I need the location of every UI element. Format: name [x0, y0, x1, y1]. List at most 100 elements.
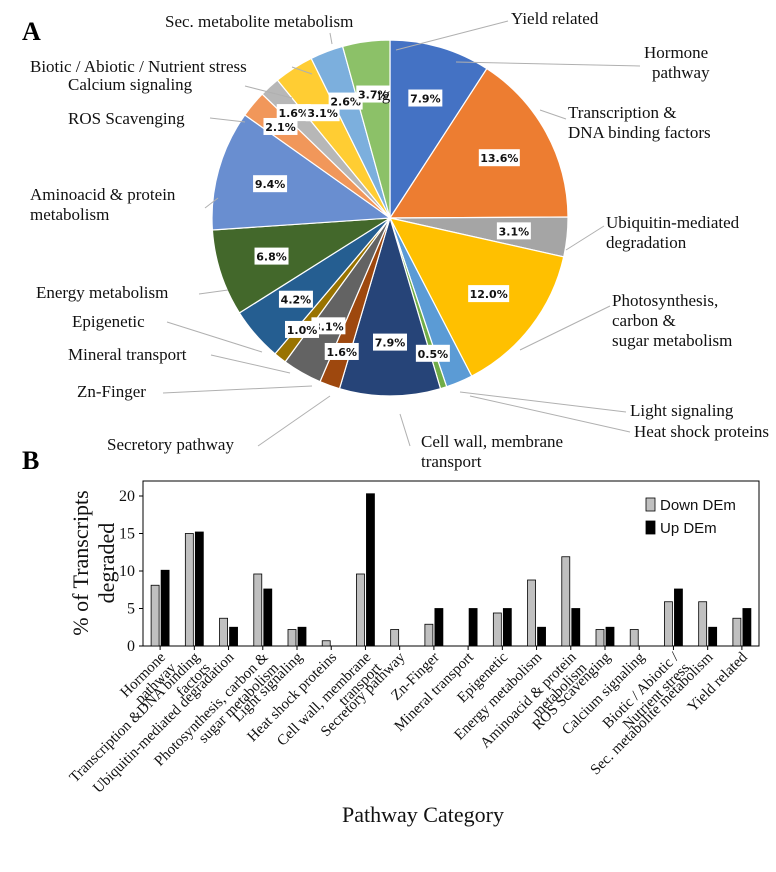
bar-up-dem-11: [537, 626, 546, 647]
outer-label-15: Heat shock proteins: [634, 422, 769, 441]
leader-line: [291, 66, 313, 75]
pie-slice-yield-related: [341, 39, 391, 219]
bar-down-dem-10: [492, 612, 502, 647]
pct-label-yield-related: 3.7%: [358, 89, 389, 102]
pct-label-box: [373, 333, 407, 351]
bar-up-dem-6: [366, 493, 375, 647]
outer-label-5: Transcription & DNA binding factors: [568, 103, 711, 142]
bar-down-dem-0: [150, 584, 160, 647]
leader-line: [329, 32, 333, 45]
pct-label-cell-wall-membrane-transport: 7.9%: [375, 337, 406, 350]
bar-down-dem-8: [424, 623, 434, 647]
pct-label-box: [356, 85, 391, 103]
leader-line: [166, 321, 263, 353]
leader-line: [395, 20, 509, 51]
y-axis-label: % of Transcriptsdegraded: [68, 490, 119, 635]
bar-up-dem-3: [263, 588, 273, 647]
pct-label-transcription-dna-binding-factors: 13.6%: [480, 152, 518, 165]
pct-label-ros-scavenging: 2.1%: [265, 121, 296, 134]
bar-up-dem-0: [160, 569, 170, 647]
pct-label-box: [284, 320, 319, 338]
legend-swatch-down-dem: [645, 497, 656, 512]
pct-label-secretory-pathway: 1.6%: [326, 346, 357, 359]
outer-label-2: Hormone pathway: [644, 43, 710, 82]
y-tick-label-10: 10: [119, 563, 135, 580]
outer-label-6: ROS Scavenging: [68, 109, 185, 128]
pct-label-box: [324, 342, 359, 360]
leader-line: [539, 109, 567, 120]
leader-line: [204, 197, 219, 209]
bar-down-dem-17: [732, 617, 742, 647]
pct-label-heat-shock-proteins: 0.5%: [418, 348, 449, 361]
pct-label-photosynthesis-carbon-sugar-metabolism: 12.0%: [470, 288, 508, 301]
outer-label-7: Ubiquitin-mediated degradation: [606, 213, 740, 252]
outer-label-0: Sec. metabolite metabolism: [165, 12, 353, 31]
pct-label-box: [328, 92, 363, 110]
pct-label-biotic-abiotic-nutrient-stress: 3.1%: [307, 107, 338, 120]
bar-up-dem-16: [708, 626, 718, 647]
pie-slice-aminoacid-protein-metabolism: [211, 114, 392, 231]
y-tick-label-20: 20: [119, 488, 135, 505]
pie-slice-cell-wall-membrane-transport: [338, 215, 442, 397]
pct-label-ubiquitin-mediated-degradation: 3.1%: [499, 225, 530, 238]
pct-label-mineral-transport: 1.0%: [287, 324, 318, 337]
leader-line: [244, 85, 293, 99]
outer-label-1: Yield related: [511, 9, 599, 28]
outer-label-12: Mineral transport: [68, 345, 187, 364]
pct-label-box: [254, 247, 289, 265]
panel-letter-b: B: [22, 446, 39, 475]
leader-line: [455, 61, 641, 67]
outer-label-11: Epigenetic: [72, 312, 145, 331]
leader-line: [399, 413, 411, 447]
outer-label-4: Calcium signaling: [68, 75, 193, 94]
bar-down-dem-6: [356, 573, 365, 647]
pct-label-hormone-pathway: 7.9%: [410, 93, 441, 106]
pie-slice-transcription-dna-binding-factors: [388, 67, 569, 219]
bar-up-dem-8: [434, 608, 444, 647]
leader-line: [210, 354, 291, 374]
bar-down-dem-14: [629, 629, 639, 647]
bar-up-dem-9: [468, 608, 478, 647]
bar-down-dem-3: [253, 573, 263, 647]
pct-label-box: [496, 222, 531, 240]
outer-label-16: Secretory pathway: [107, 435, 234, 454]
pct-label-box: [263, 117, 298, 135]
legend-label-down-dem: Down DEm: [660, 497, 736, 514]
pct-label-box: [415, 344, 450, 362]
leader-line: [519, 305, 611, 351]
leader-line: [162, 385, 313, 394]
leader-line: [469, 395, 631, 433]
bar-down-dem-4: [287, 629, 297, 647]
outer-label-17: Cell wall, membrane transport: [421, 432, 563, 471]
outer-label-9: Photosynthesis, carbon & sugar metabolism: [612, 291, 732, 350]
pct-label-box: [253, 175, 288, 193]
leader-line: [257, 395, 331, 447]
leader-line: [459, 391, 627, 413]
bar-down-dem-2: [219, 617, 228, 647]
legend-label-up-dem: Up DEm: [660, 520, 717, 537]
pct-label-box: [276, 104, 311, 122]
pie-outer-labels: Sec. metabolite metabolism Yield related H…: [30, 9, 769, 471]
bar-down-dem-13: [595, 629, 605, 647]
bar-up-dem-17: [742, 608, 752, 647]
bar-up-dem-2: [229, 626, 238, 647]
pct-label-calcium-signaling: 1.6%: [278, 107, 309, 120]
outer-label-8: Aminoacid & protein metabolism: [30, 185, 176, 224]
bar-down-dem-5: [321, 640, 331, 647]
bar-up-dem-12: [571, 608, 581, 647]
bar-up-dem-1: [194, 531, 204, 647]
bar-down-dem-15: [664, 601, 673, 647]
pct-label-box: [468, 285, 510, 303]
pct-label-epigenetic: 4.2%: [281, 294, 312, 307]
bar-down-dem-12: [561, 556, 571, 647]
pct-label-box: [278, 290, 313, 308]
y-tick-label-5: 5: [127, 601, 135, 618]
outer-label-3: Biotic / Abiotic / Nutrient stress: [30, 57, 247, 76]
leader-line: [209, 117, 246, 123]
pie-slice-hormone-pathway: [389, 39, 488, 221]
bar-down-dem-1: [184, 533, 194, 647]
outer-label-13: Zn-Finger: [77, 382, 146, 401]
x-axis-label: Pathway Category: [342, 802, 504, 827]
